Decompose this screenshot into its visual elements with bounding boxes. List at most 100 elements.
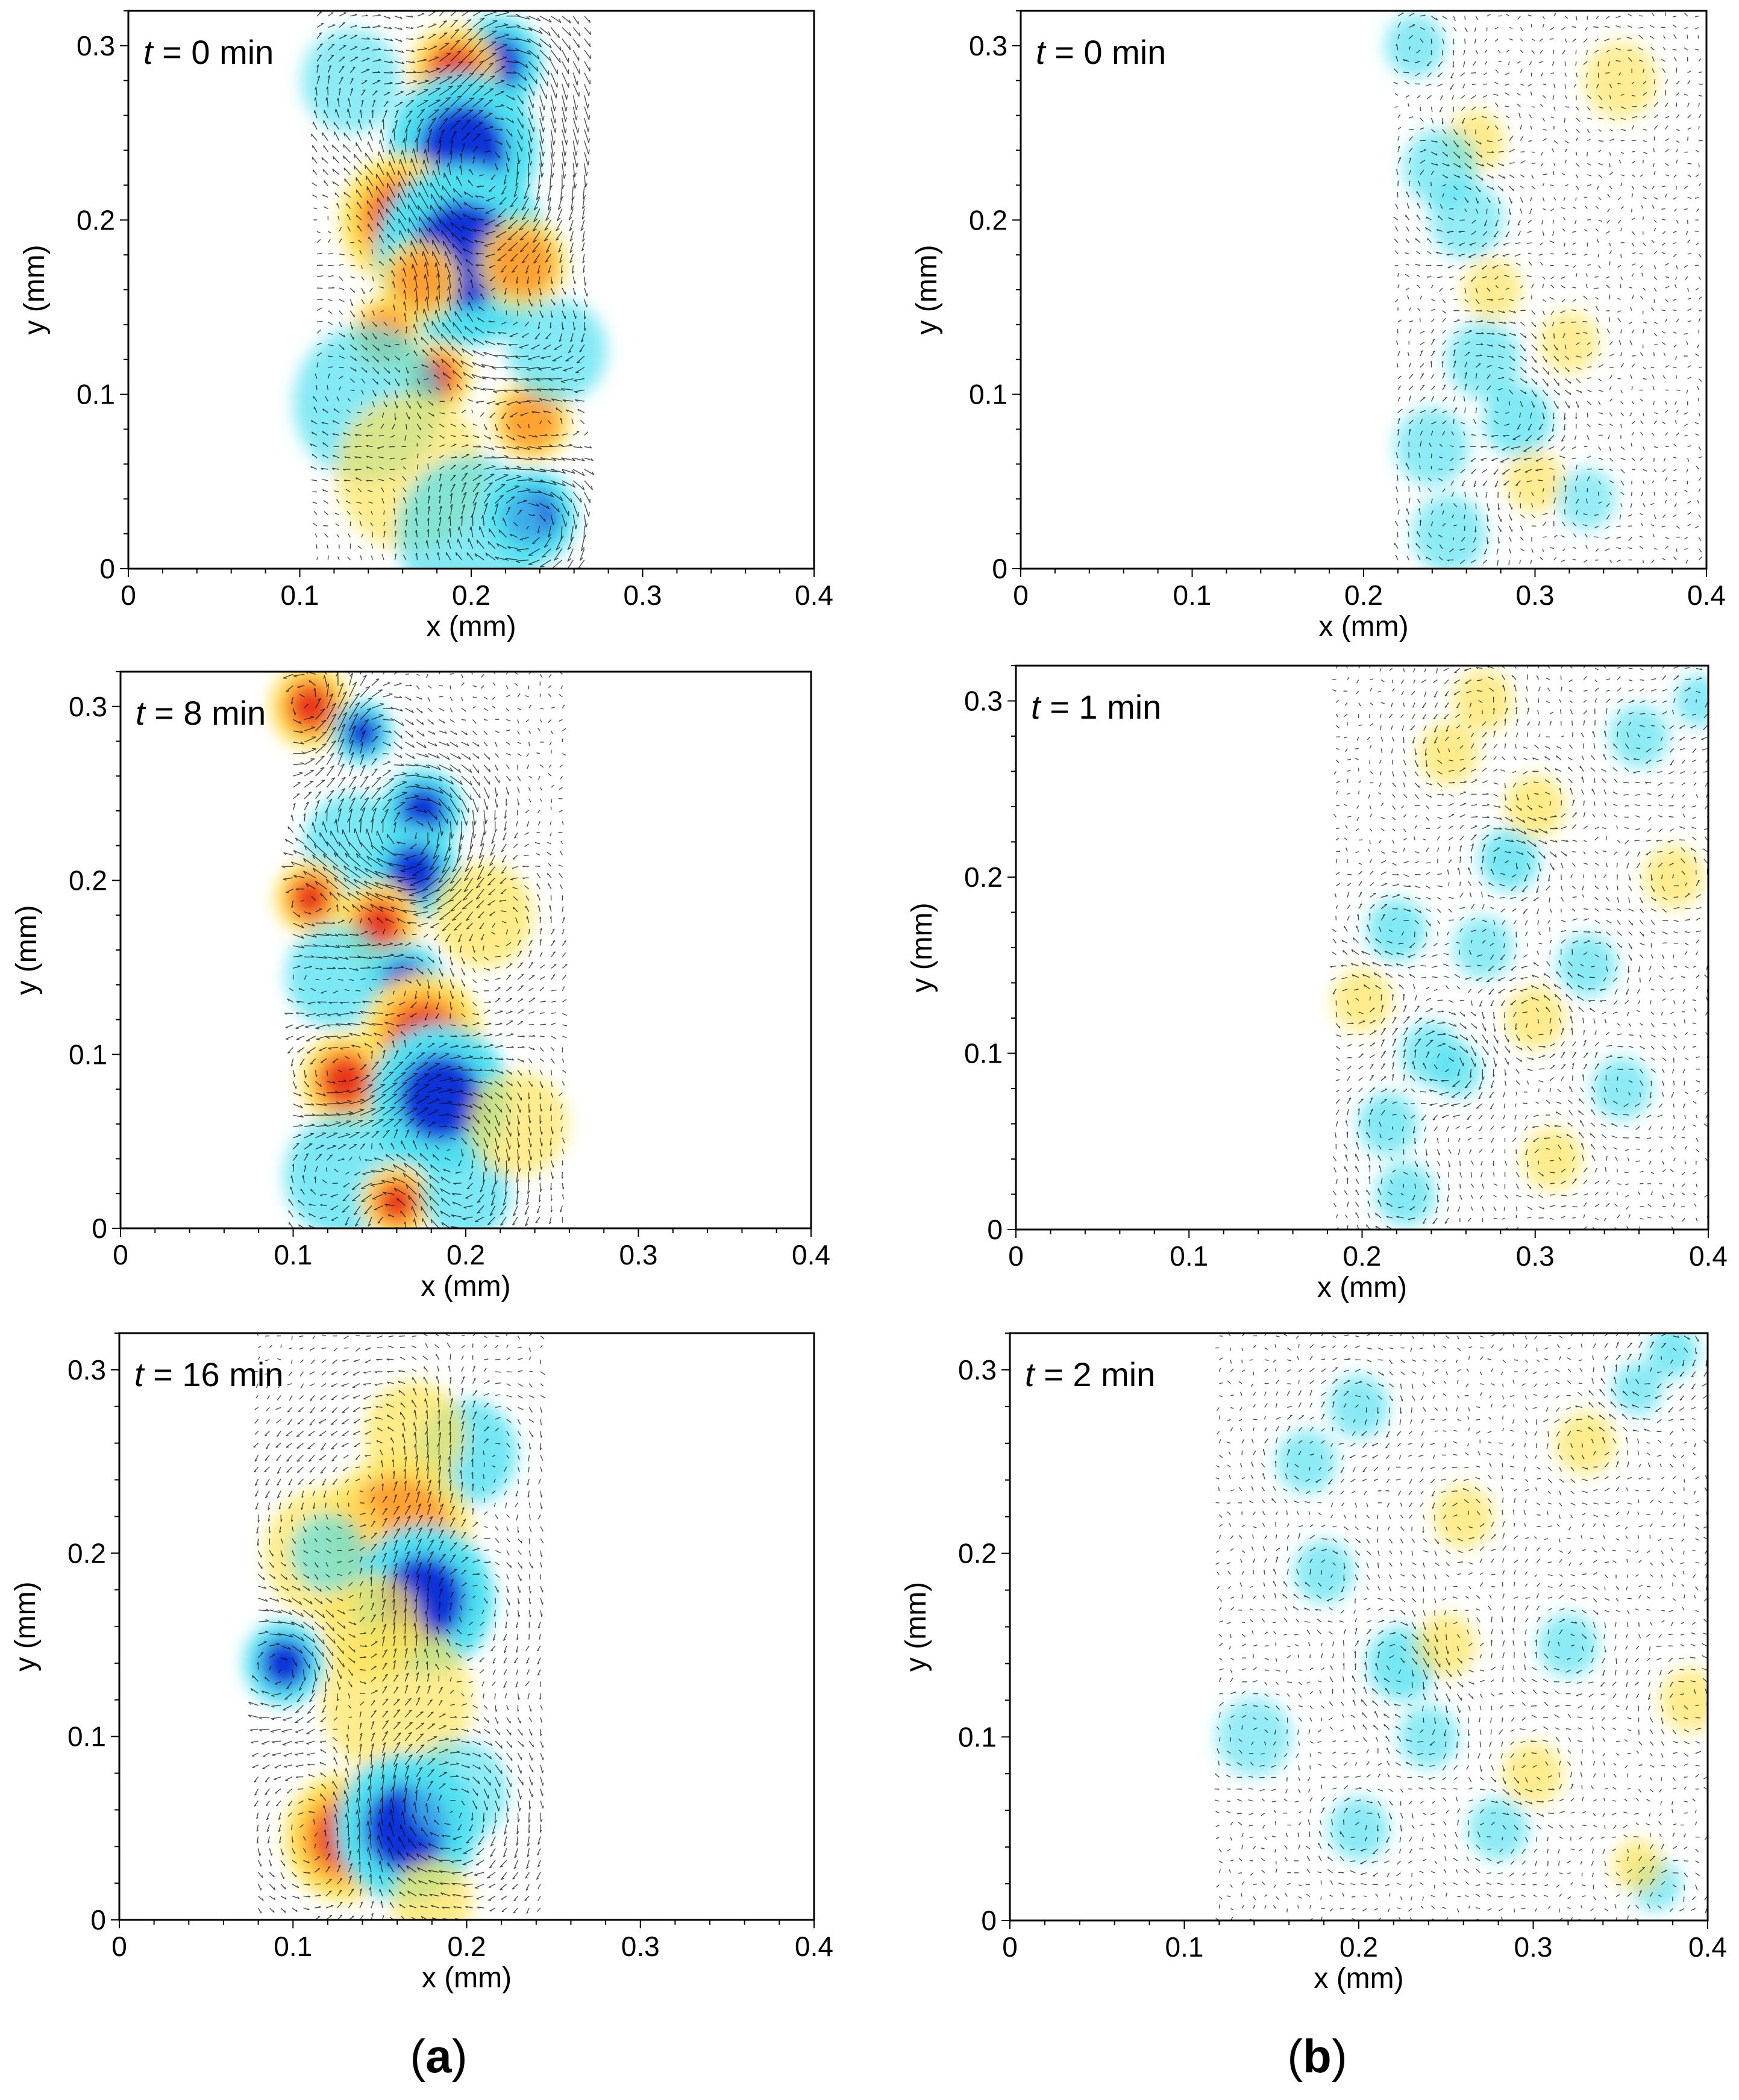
vortex-positive-12-layer0 [1453, 669, 1514, 733]
vortex-positive-6-layer2 [359, 903, 400, 945]
x-tick-label: 0.1 [281, 580, 319, 611]
vortex-negative-9-layer0 [1398, 1705, 1459, 1769]
y-axis-label: y (mm) [10, 1581, 42, 1671]
y-tick-label: 0.1 [964, 1038, 1003, 1069]
velocity-vectors [1393, 12, 1703, 566]
time-label: t = 1 min [1031, 688, 1161, 726]
y-tick-label: 0.3 [77, 30, 115, 61]
x-axis-label: x (mm) [1317, 1272, 1407, 1304]
time-variable: t [136, 694, 146, 732]
x-tick-label: 0.1 [1170, 1240, 1208, 1272]
x-tick-label: 0 [121, 580, 136, 611]
vortex-negative-8-layer0 [1328, 1796, 1390, 1861]
y-axis-label: y (mm) [11, 905, 43, 995]
x-tick-label: 0.3 [624, 580, 662, 611]
vortex-negative-0-layer0 [1385, 14, 1445, 77]
vortex-positive-5-layer0 [1433, 1484, 1494, 1549]
x-tick-label: 0 [111, 1931, 127, 1962]
y-axis-label: y (mm) [900, 1582, 932, 1672]
vortex-positive-11-layer0 [391, 1859, 472, 1920]
panel-a-1: 0 0.1 0.2 0.3 0.4 0 0.1 0.2 0.3 x (mm) y (mm) t = 8… [11, 670, 830, 1302]
vortex-negative-14-layer0 [507, 298, 607, 403]
plot-area [270, 672, 568, 1228]
y-tick-label: 0.1 [69, 1039, 107, 1070]
panel-a-0: 0 0.1 0.2 0.3 0.4 0 0.1 0.2 0.3 x (mm) y (mm) t = 0… [19, 10, 833, 643]
x-tick-label: 0 [1013, 580, 1029, 611]
vorticity-field [270, 672, 568, 1228]
time-label: t = 8 min [136, 694, 266, 732]
vortex-negative-6-layer1 [260, 1638, 309, 1689]
panel-a-2: 0 0.1 0.2 0.3 0.4 0 0.1 0.2 0.3 x (mm) y (mm) t = 1… [10, 1332, 833, 1994]
x-tick-label: 0.4 [792, 1239, 830, 1270]
time-label: t = 2 min [1025, 1355, 1155, 1393]
x-tick-label: 0.2 [452, 580, 490, 611]
plot-area [293, 11, 607, 569]
vortex-negative-11-layer1 [398, 1054, 481, 1142]
time-value: = 1 min [1041, 688, 1162, 726]
x-tick-label: 0.1 [1165, 1931, 1204, 1963]
panel-b-3: 0 0.1 0.2 0.3 0.4 0 0.1 0.2 0.3 x (mm) y (mm) t = 0… [911, 10, 1726, 643]
vortex-negative-10-layer0 [1674, 674, 1708, 728]
y-tick-label: 0.3 [969, 30, 1007, 61]
vortex-positive-8-layer0 [1505, 450, 1565, 513]
y-axis-label: y (mm) [911, 245, 943, 334]
velocity-vectors [310, 11, 595, 569]
time-label: t = 0 min [1036, 33, 1166, 71]
vortex-negative-4-layer1 [387, 844, 440, 900]
x-axis-label: x (mm) [1318, 611, 1408, 643]
vortex-negative-6-layer0 [1483, 384, 1553, 457]
x-tick-label: 0.4 [1688, 1931, 1727, 1963]
y-tick-label: 0 [90, 1904, 106, 1936]
x-tick-label: 0.3 [1514, 1931, 1553, 1963]
y-tick-label: 0.2 [69, 865, 107, 896]
x-tick-label: 0.3 [621, 1931, 660, 1962]
vortex-negative-13-layer0 [396, 455, 546, 569]
panel-grid: 0 0.1 0.2 0.3 0.4 0 0.1 0.2 0.3 x (mm) y (mm) t = 0… [10, 10, 1728, 1995]
vortex-positive-0-layer2 [290, 686, 331, 728]
panel-b-4: 0 0.1 0.2 0.3 0.4 0 0.1 0.2 0.3 x (mm) y (mm) t = 1… [906, 664, 1728, 1304]
time-label: t = 0 min [143, 33, 274, 71]
vortex-negative-3-layer0 [1429, 181, 1504, 260]
time-value: = 8 min [145, 694, 266, 732]
y-tick-label: 0.1 [969, 379, 1007, 410]
x-tick-label: 0.2 [446, 1239, 485, 1270]
y-tick-label: 0.1 [958, 1721, 997, 1752]
x-tick-label: 0 [113, 1239, 128, 1270]
vortex-negative-15-layer0 [301, 28, 401, 133]
x-tick-label: 0 [1008, 1240, 1024, 1272]
x-tick-label: 0.2 [448, 1931, 486, 1962]
vorticity-field [1332, 669, 1708, 1226]
vortex-positive-11-layer0 [1583, 41, 1658, 120]
time-variable: t [1025, 1355, 1036, 1393]
vortex-positive-15-layer0 [1332, 969, 1393, 1033]
vortex-negative-12-layer0 [407, 1739, 509, 1845]
vortex-positive-13-layer0 [1522, 1127, 1583, 1191]
vortex-positive-16-layer0 [467, 1071, 568, 1177]
vortex-negative-5-layer0 [1446, 320, 1521, 399]
time-value: = 16 min [144, 1355, 284, 1393]
vortex-negative-4-layer0 [1276, 1430, 1337, 1494]
vortex-positive-4-layer0 [1505, 775, 1565, 839]
y-tick-label: 0 [92, 1213, 107, 1244]
vortex-positive-13-layer0 [1555, 1411, 1616, 1475]
vortex-negative-15-layer0 [1216, 1697, 1292, 1777]
time-value: = 0 min [1045, 33, 1167, 71]
y-tick-label: 0.1 [77, 379, 115, 410]
vortex-negative-0-layer0 [1479, 828, 1540, 892]
y-tick-label: 0.3 [67, 1354, 106, 1386]
velocity-vectors [281, 672, 568, 1228]
y-tick-label: 0.2 [969, 204, 1007, 236]
vortex-positive-7-layer0 [1415, 1613, 1477, 1677]
x-axis-label: x (mm) [422, 1962, 512, 1994]
x-tick-label: 0.1 [1173, 580, 1212, 611]
vortex-negative-2-layer0 [1647, 1333, 1699, 1378]
vortex-negative-16-layer0 [1538, 1613, 1599, 1677]
vortex-negative-8-layer0 [1556, 933, 1617, 997]
velocity-vectors [1330, 666, 1708, 1230]
vortex-negative-14-layer0 [1591, 1057, 1652, 1120]
vortex-positive-4-layer0 [1462, 258, 1522, 321]
vortex-positive-10-layer0 [1539, 310, 1599, 373]
y-tick-label: 0.2 [964, 861, 1003, 893]
vortex-positive-17-layer0 [1659, 1668, 1708, 1733]
